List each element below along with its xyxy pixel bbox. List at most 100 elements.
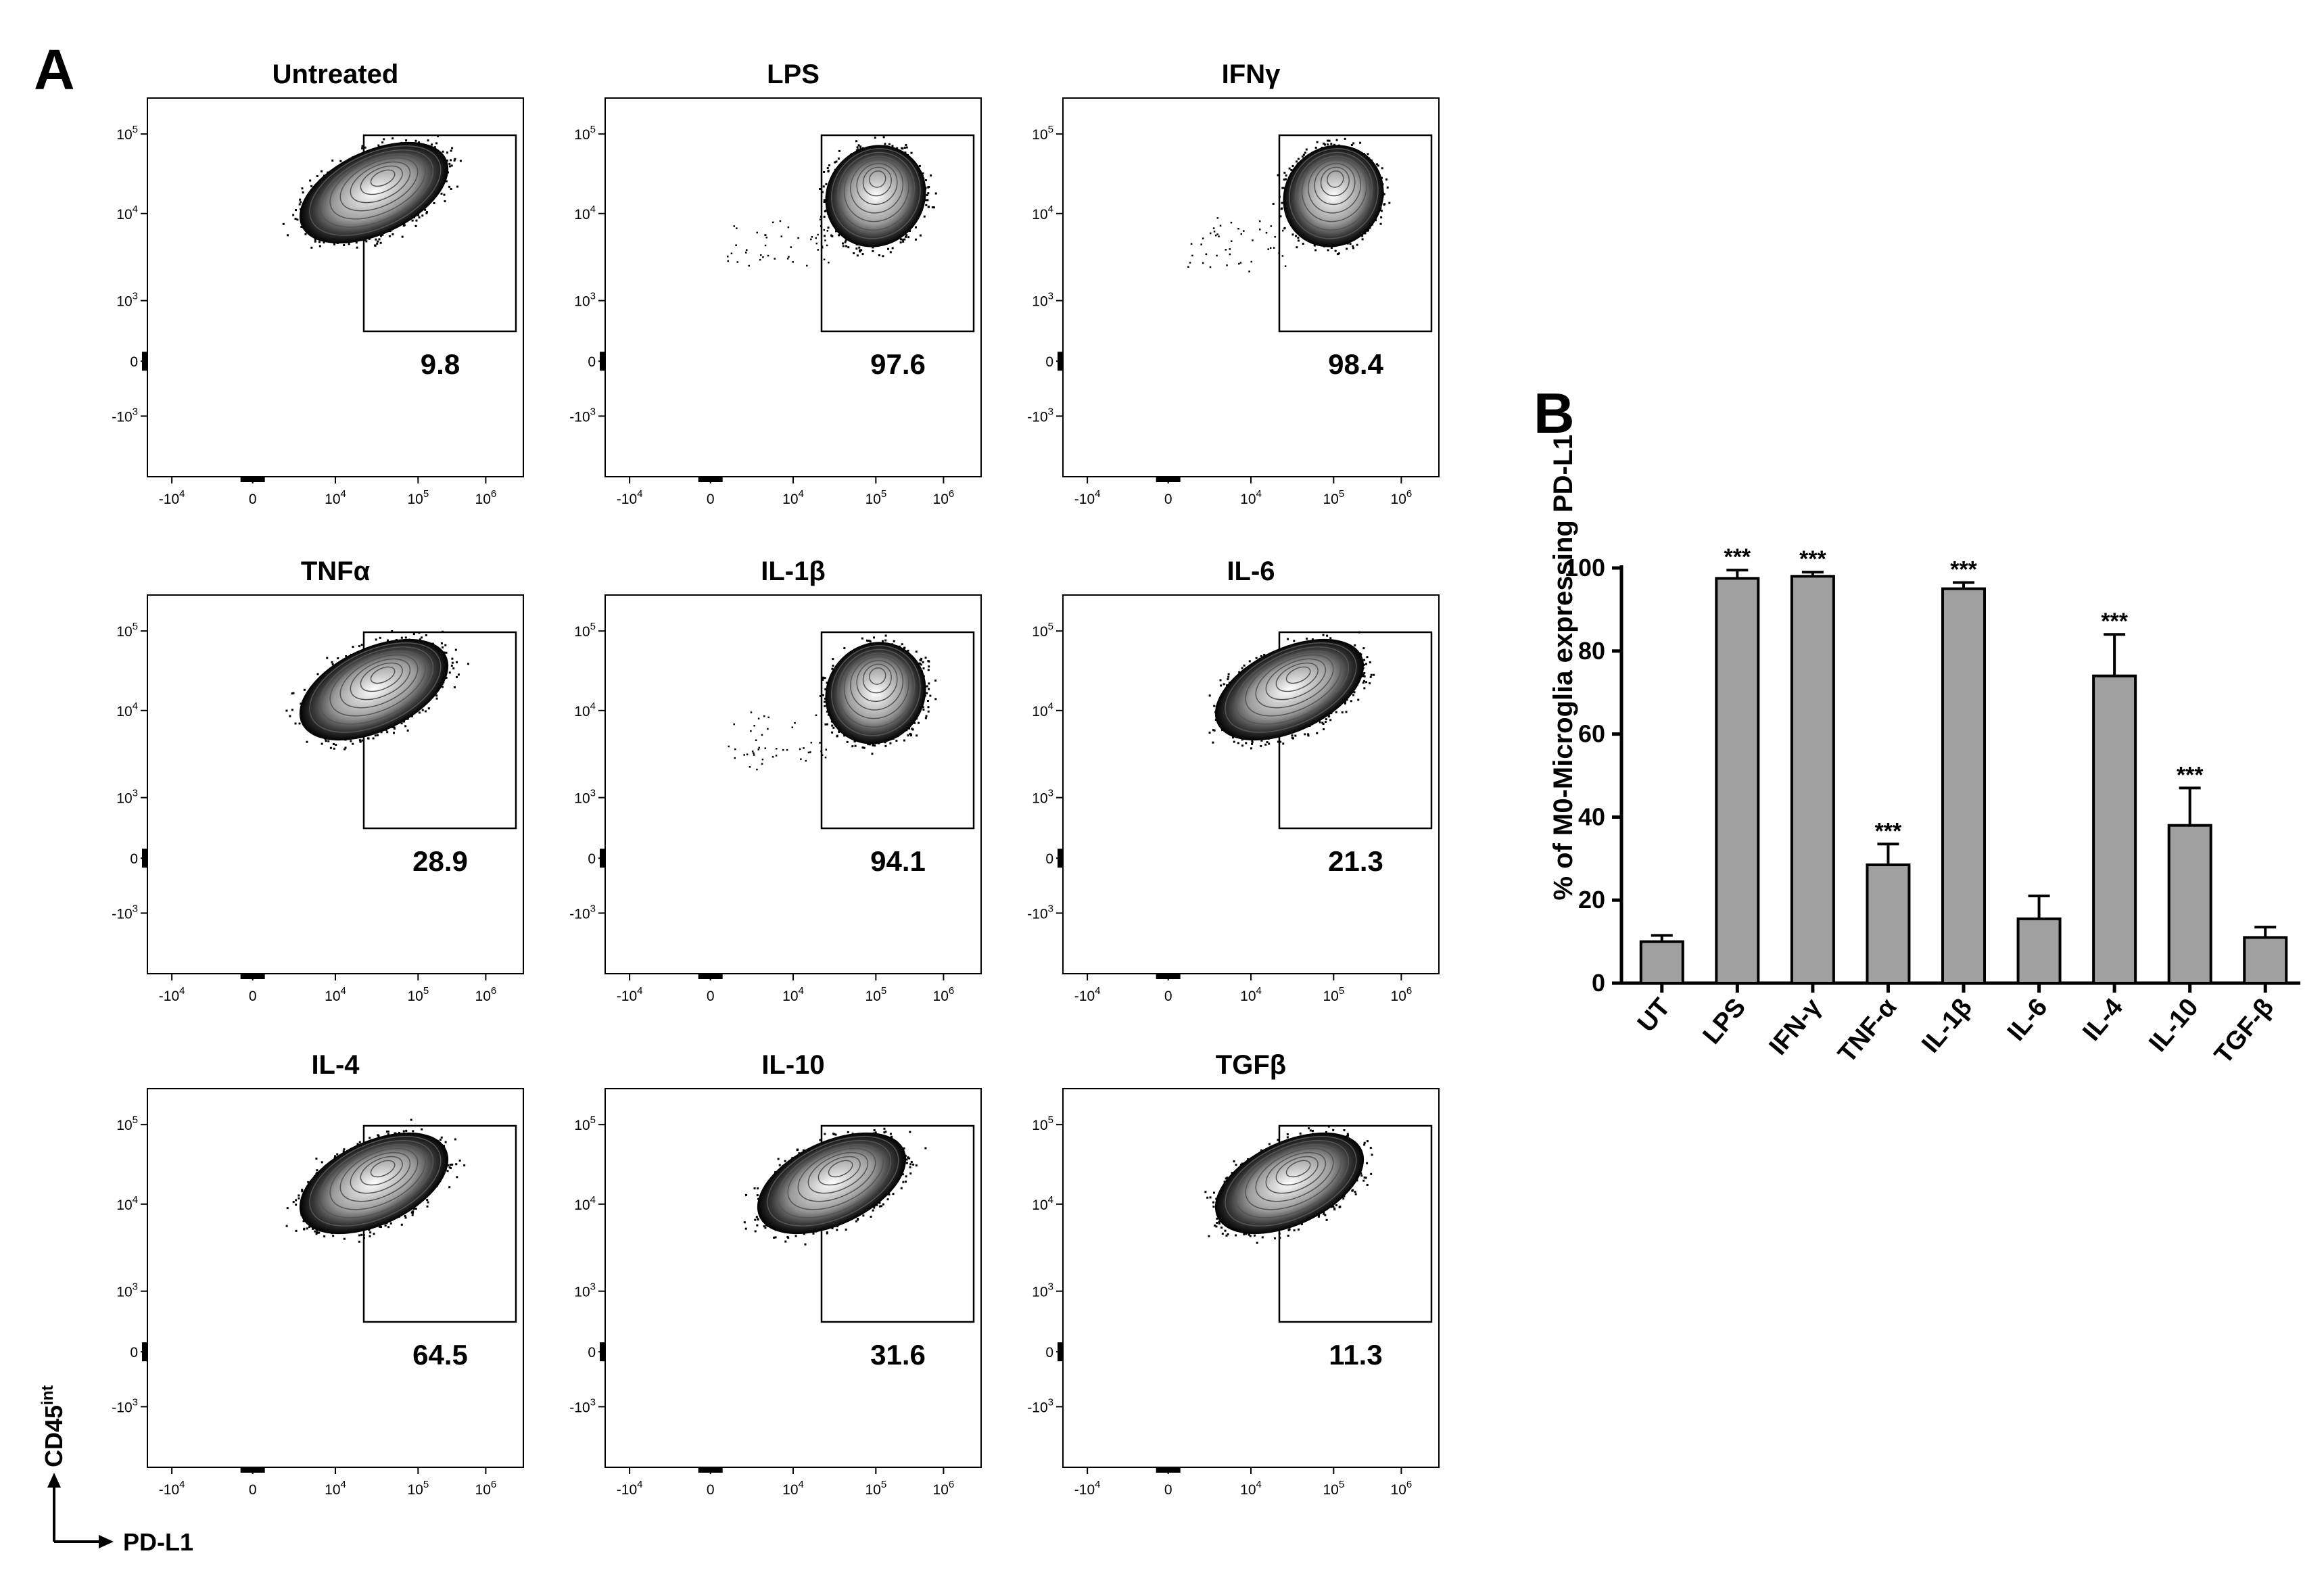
event-dot: [878, 1205, 881, 1208]
event-dot: [435, 694, 438, 697]
event-dot: [845, 239, 847, 242]
event-dot: [1237, 742, 1239, 744]
contour-ring: [350, 658, 411, 701]
x-axis-zero-cluster: [698, 477, 723, 482]
event-dot: [431, 143, 433, 146]
gate-percent-label: 9.8: [421, 348, 460, 380]
event-dot: [332, 1235, 335, 1237]
event-dot: [1380, 210, 1383, 212]
event-dot: [874, 744, 876, 747]
event-dot: [859, 250, 861, 253]
event-dot: [392, 233, 394, 236]
flow-plot-title: IL-10: [761, 1050, 824, 1080]
event-dot: [286, 234, 289, 237]
flow-plot: IFNγ 98.4 105 104 103 0 -103 -104 0 104 105 106: [1027, 60, 1440, 507]
event-dot: [901, 238, 904, 241]
contour-ring: [1308, 159, 1362, 214]
event-dot: [361, 145, 364, 147]
event-dot: [1237, 227, 1239, 230]
event-dot: [1330, 247, 1333, 250]
event-dot: [806, 264, 808, 267]
event-dot: [1219, 224, 1222, 227]
contour-ring: [309, 1136, 442, 1227]
event-dot: [404, 1216, 407, 1219]
event-dot: [302, 1220, 305, 1223]
event-dot: [901, 147, 903, 149]
flow-plot-frame: [1062, 594, 1440, 974]
bar: [2243, 936, 2288, 985]
event-dot: [859, 145, 862, 148]
contour-ring: [1235, 1139, 1350, 1218]
event-dot: [1308, 1127, 1310, 1130]
event-dot: [1229, 253, 1231, 256]
event-dot: [926, 199, 929, 201]
event-dot: [889, 742, 892, 744]
event-dot: [445, 180, 448, 183]
event-dot: [1248, 1233, 1250, 1236]
event-dot: [467, 663, 469, 665]
event-dot: [823, 229, 826, 231]
event-dot: [758, 746, 761, 749]
event-dot: [321, 170, 323, 172]
event-dot: [819, 218, 822, 220]
event-dot: [824, 697, 826, 700]
event-dot: [1273, 247, 1275, 249]
event-dot: [1227, 673, 1230, 675]
event-dot: [836, 1229, 838, 1231]
event-dot: [455, 661, 458, 663]
event-dot: [442, 150, 444, 153]
event-dot: [730, 252, 733, 255]
event-dot: [867, 743, 870, 746]
event-dot: [1248, 660, 1251, 663]
event-dot: [819, 1139, 822, 1141]
event-dot: [827, 227, 830, 229]
event-dot: [1281, 201, 1283, 204]
x-axis-zero-cluster: [698, 1467, 723, 1473]
event-dot: [1363, 680, 1366, 682]
event-dot: [440, 192, 443, 195]
event-dot: [1352, 142, 1355, 145]
event-dot: [352, 742, 354, 745]
x-tick-label: 0: [1164, 492, 1172, 507]
event-dot: [441, 630, 444, 633]
event-dot: [301, 1188, 304, 1191]
event-dot: [779, 220, 782, 222]
event-dot: [1352, 245, 1354, 247]
contour-ring: [850, 656, 904, 711]
event-dot: [291, 692, 293, 695]
y-tick-label: 103: [116, 291, 138, 310]
event-dot: [1277, 1139, 1279, 1141]
axis-legend: CD45int PD-L1: [39, 1385, 193, 1556]
event-dot: [1365, 681, 1368, 684]
event-dot: [1212, 729, 1214, 732]
event-dot: [761, 763, 763, 765]
event-dot: [1214, 234, 1217, 237]
event-dot: [822, 678, 824, 681]
event-dot: [873, 636, 876, 639]
event-dot: [815, 237, 817, 239]
event-dot: [374, 734, 377, 737]
bar-category-label: LPS: [1698, 993, 1752, 1050]
event-dot: [1326, 139, 1329, 142]
event-dot: [1334, 250, 1337, 252]
event-dot: [1260, 739, 1263, 742]
event-dot: [427, 1201, 429, 1204]
event-dot: [1327, 715, 1330, 718]
event-dot: [776, 747, 778, 750]
event-dot: [905, 143, 907, 146]
flow-plot-title: IL-4: [311, 1050, 360, 1080]
y-tick-label: 0: [130, 1345, 138, 1360]
event-dot: [404, 636, 407, 639]
event-dot: [905, 1158, 908, 1161]
event-dot: [454, 158, 456, 160]
event-dot: [1218, 235, 1220, 237]
event-dot: [302, 191, 304, 194]
event-dot: [888, 1193, 891, 1196]
event-dot: [878, 254, 880, 257]
bar-category-label: IL-4: [2077, 993, 2129, 1047]
event-dot: [909, 1163, 912, 1166]
event-dot: [444, 644, 447, 646]
x-tick-label: 104: [782, 488, 804, 507]
event-dot: [1224, 1229, 1227, 1232]
